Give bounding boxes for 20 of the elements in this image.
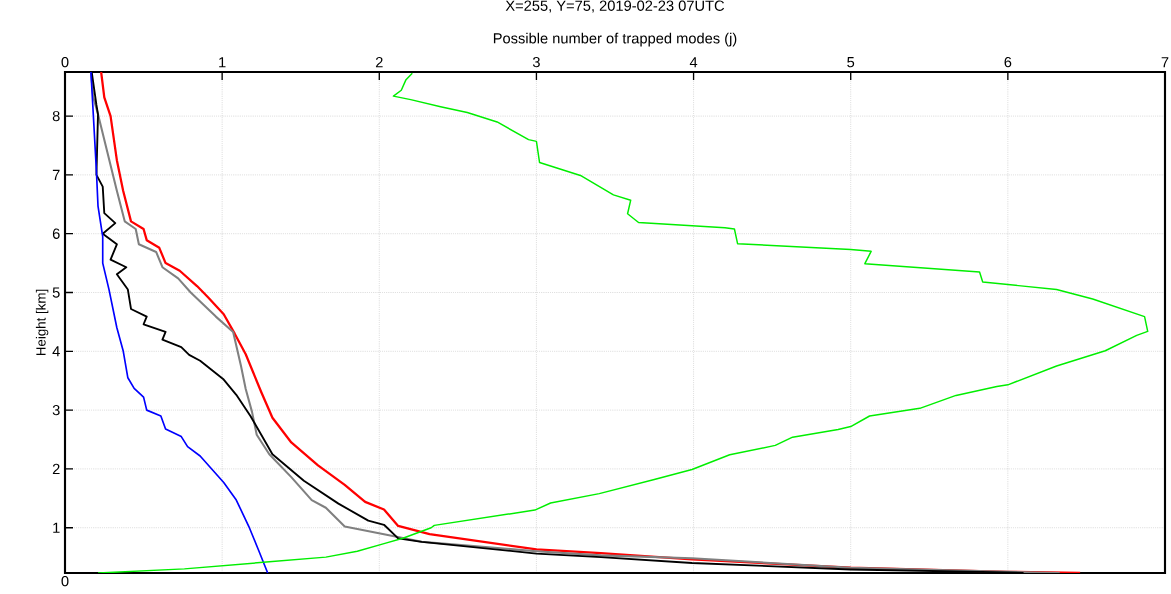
x-tick-label: 4 [689,57,698,68]
x-tick-label: 7 [1161,57,1169,68]
y-tick-label: 1 [53,522,60,533]
x-axis-title: Possible number of trapped modes (j) [493,32,737,47]
y-tick-label: 5 [52,287,60,298]
x-tick-label: 6 [1004,56,1012,68]
y-tick-label: 2 [52,463,60,475]
x-tick-label: 0 [61,56,69,68]
y-tick-label: 8 [52,110,60,122]
y-tick-label: 6 [52,228,60,239]
y-tick-label: 7 [52,169,60,180]
y-axis-title: Height [km] [35,289,49,356]
x-tick-label: 2 [375,57,383,68]
text: 0 [61,575,69,587]
x-tick-label: 3 [532,56,540,68]
y-tick-label: 3 [52,404,60,416]
x-tick-label: 1 [219,57,226,68]
y-tick-label: 4 [52,346,60,357]
chart-title: X=255, Y=75, 2019-02-23 07UTC [505,0,725,13]
x-tick-label: 5 [847,57,855,68]
